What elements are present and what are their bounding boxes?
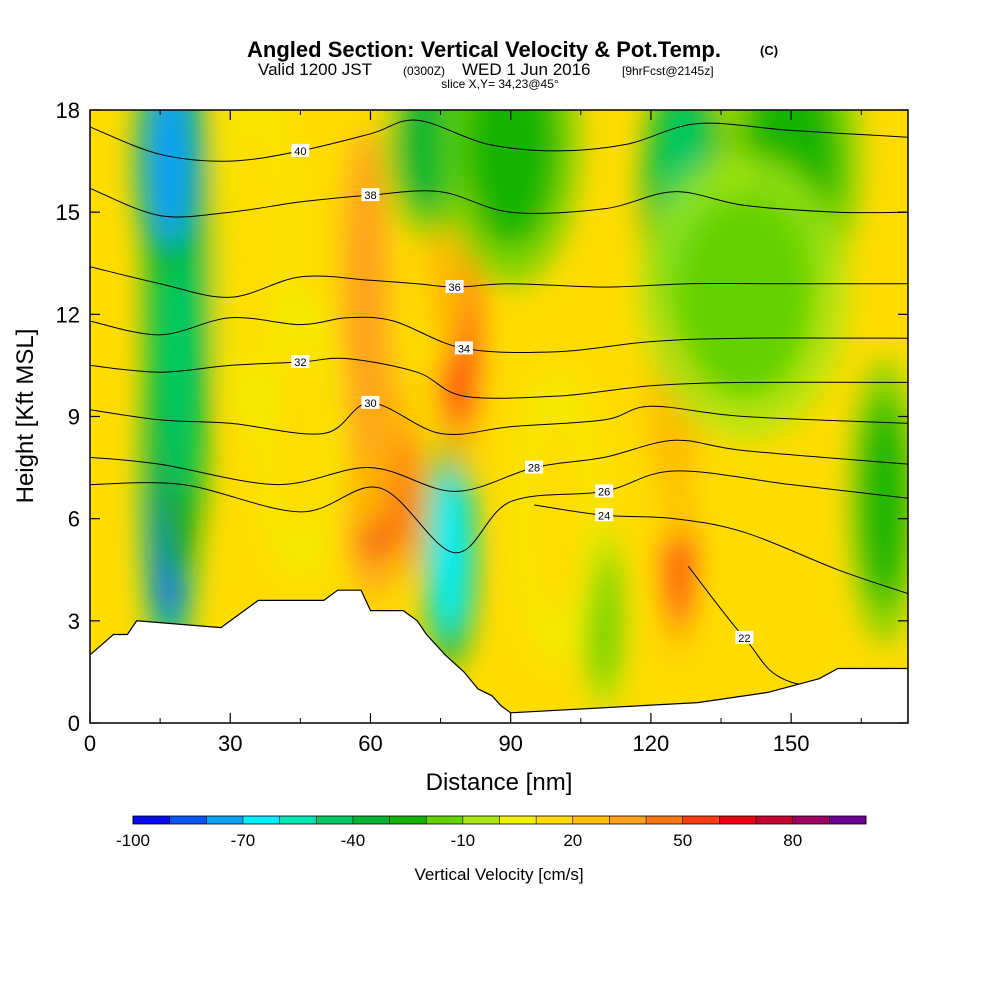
y-tick-label: 6 xyxy=(68,507,80,532)
y-tick-label: 0 xyxy=(68,711,80,736)
colorbar-swatch xyxy=(426,816,464,824)
y-axis-title: Height [Kft MSL] xyxy=(12,329,39,504)
theta-contour-labels: 40 38 36 34 32 30 28 26 24 22 xyxy=(291,143,754,645)
velocity-center xyxy=(230,110,277,383)
velocity-center xyxy=(861,399,908,604)
colorbar-tick-label: 50 xyxy=(673,831,692,850)
contour-label-bg xyxy=(595,484,614,498)
x-tick-label: 150 xyxy=(773,731,810,756)
colorbar-swatch xyxy=(133,816,171,824)
colorbar-swatch xyxy=(206,816,244,824)
theta-contour-label: 24 xyxy=(598,510,610,522)
forecast-label: [9hrFcst@2145z] xyxy=(622,64,714,78)
slice-note: slice X,Y= 34,23@45° xyxy=(441,77,559,91)
contour-label-bg xyxy=(291,143,310,157)
velocity-center xyxy=(398,110,455,213)
velocity-center xyxy=(342,127,390,468)
contour-label-bg xyxy=(595,508,614,522)
x-tick-label: 30 xyxy=(218,731,242,756)
x-tick-label: 60 xyxy=(358,731,382,756)
colorbar-swatch xyxy=(279,816,317,824)
y-tick-label: 18 xyxy=(56,98,80,123)
colorbar-swatch xyxy=(609,816,647,824)
velocity-center xyxy=(146,110,193,247)
theta-contour-label: 36 xyxy=(448,282,460,294)
y-tick-label: 3 xyxy=(68,609,80,634)
colorbar-swatch xyxy=(646,816,684,824)
colorbar-swatch xyxy=(242,816,281,824)
theta-contour-label: 34 xyxy=(458,343,470,355)
colorbar-tick-label: 80 xyxy=(783,831,802,850)
colorbar-swatch xyxy=(829,816,867,824)
theta-contour-40 xyxy=(90,119,908,162)
theta-contour-26 xyxy=(90,470,908,554)
chart-title-unit: (C) xyxy=(760,43,778,58)
colorbar-tick-label: -70 xyxy=(231,831,256,850)
contour-label-bg xyxy=(361,188,380,202)
velocity-center xyxy=(590,552,619,689)
colorbar-swatch xyxy=(169,816,207,824)
theta-contour-label: 38 xyxy=(364,190,376,202)
valid-time-utc: (0300Z) xyxy=(403,64,445,78)
terrain xyxy=(90,589,908,723)
velocity-center xyxy=(674,195,815,400)
theta-contour-label: 28 xyxy=(528,463,540,475)
contour-label-bg xyxy=(445,280,464,294)
velocity-center xyxy=(389,423,418,560)
x-tick-label: 90 xyxy=(498,731,522,756)
colorbar-swatch xyxy=(352,816,391,824)
colorbar: -100 -70 -40 -10 20 50 80 xyxy=(116,815,867,850)
colorbar-swatch xyxy=(756,816,794,824)
colorbar-swatch xyxy=(719,816,757,824)
theta-contour-label: 26 xyxy=(598,486,610,498)
colorbar-tick-label: -100 xyxy=(116,831,150,850)
theta-contour-label: 32 xyxy=(294,357,306,369)
theta-contour-30 xyxy=(90,402,908,436)
theta-contour-28 xyxy=(90,439,908,492)
velocity-center xyxy=(431,467,469,638)
colorbar-tick-label: -40 xyxy=(341,831,366,850)
x-tick-label: 120 xyxy=(633,731,670,756)
velocity-center xyxy=(529,416,586,621)
chart-title: Angled Section: Vertical Velocity & Pot.… xyxy=(247,37,721,62)
plot-area: 40 38 36 34 32 30 28 26 24 22 xyxy=(90,110,908,723)
colorbar-swatch xyxy=(316,816,354,824)
theta-contour-32 xyxy=(90,357,908,399)
colorbar-swatch xyxy=(536,816,574,824)
colorbar-tick-label: 20 xyxy=(563,831,582,850)
colorbar-tick-label: -10 xyxy=(451,831,476,850)
valid-time: Valid 1200 JST xyxy=(258,60,372,79)
colorbar-swatch xyxy=(572,816,610,824)
colorbar-swatch xyxy=(499,816,537,824)
colorbar-swatch xyxy=(462,816,500,824)
contour-label-bg xyxy=(735,630,754,644)
contour-label-bg xyxy=(525,460,544,474)
theta-contour-38 xyxy=(90,187,908,218)
contour-label-bg xyxy=(291,355,310,369)
contour-label-bg xyxy=(454,341,473,355)
y-tick-label: 15 xyxy=(56,200,80,225)
theta-contour-label: 40 xyxy=(294,146,306,158)
x-tick-label: 0 xyxy=(84,731,96,756)
colorbar-swatch xyxy=(389,816,427,824)
colorbar-title: Vertical Velocity [cm/s] xyxy=(414,865,583,884)
y-tick-label: 12 xyxy=(56,302,80,327)
theta-contour-label: 30 xyxy=(364,398,376,410)
colorbar-swatch xyxy=(682,816,720,824)
valid-date: WED 1 Jun 2016 xyxy=(462,60,591,79)
theta-contour-label: 22 xyxy=(738,633,750,645)
vertical-velocity-field xyxy=(134,110,908,717)
y-tick-label: 9 xyxy=(68,405,80,430)
x-axis-title: Distance [nm] xyxy=(426,769,573,796)
contour-label-bg xyxy=(361,395,380,409)
colorbar-swatch xyxy=(792,816,830,824)
theta-contour-34 xyxy=(90,316,908,354)
